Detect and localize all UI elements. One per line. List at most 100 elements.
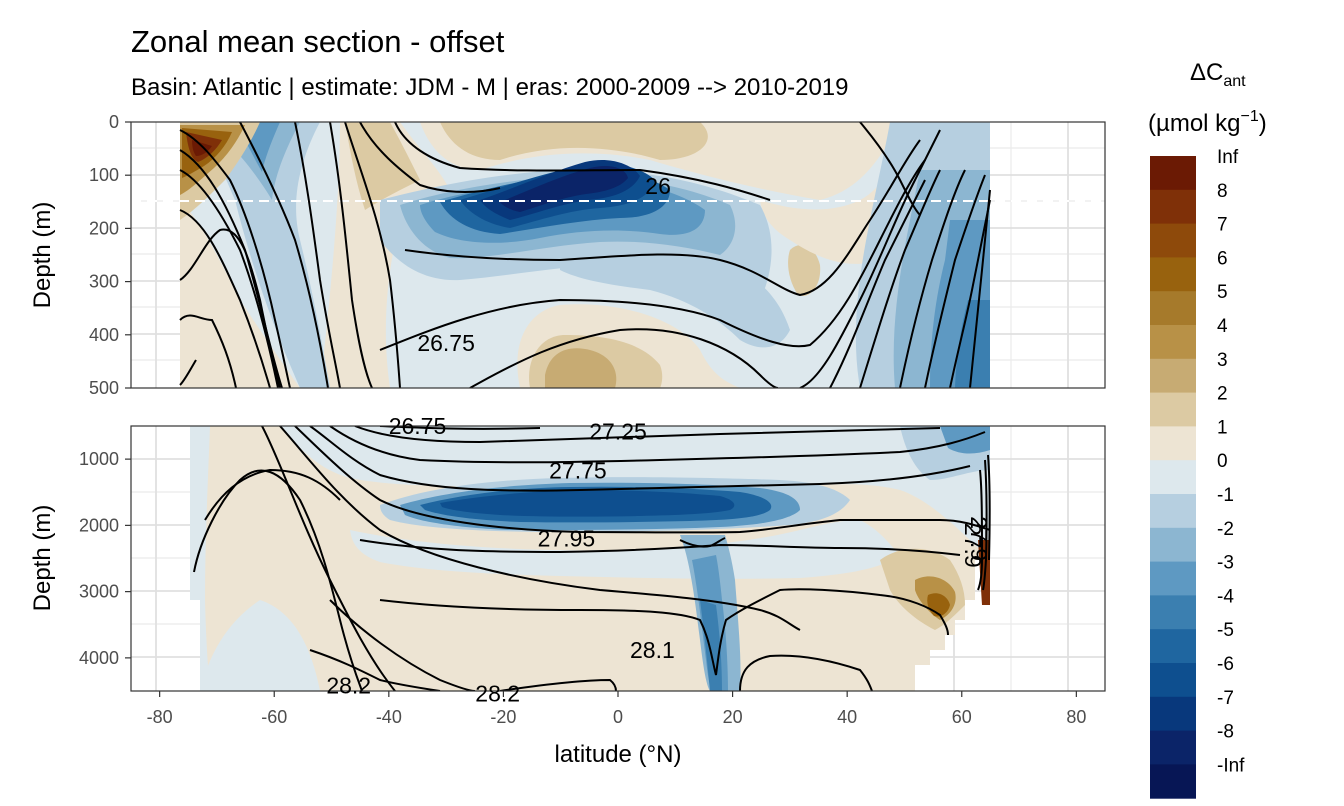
lower-field-blue-band-4 (440, 490, 735, 517)
contour-line (499, 678, 617, 691)
contour-label: 26.75 (389, 413, 447, 439)
legend-label: 2 (1217, 384, 1228, 405)
x-tick-label: -40 (376, 707, 402, 727)
upper-field-brown-corner-5 (192, 140, 212, 156)
x-tick-label: -60 (261, 707, 287, 727)
y-tick-label: 2000 (79, 515, 119, 535)
contour-line (239, 122, 329, 388)
upper-contours (179, 122, 991, 388)
legend-title-main: ΔC (1190, 59, 1223, 86)
legend-title: ΔCant (1190, 59, 1246, 90)
contour-line (859, 169, 941, 388)
contour-line (799, 129, 941, 388)
legend-label: -6 (1217, 654, 1234, 675)
x-tick-label: -20 (490, 707, 516, 727)
legend-label: -5 (1217, 620, 1234, 641)
contour-label: 26 (645, 173, 671, 199)
legend-color-swatch (1150, 291, 1196, 326)
contour-line (379, 426, 541, 430)
contour-line (982, 459, 988, 591)
legend-color-swatch (1150, 663, 1196, 698)
legend-units: (µmol kg−1) (1148, 108, 1267, 137)
upper-panel-border (130, 121, 1106, 389)
legend-units-pre: (µmol kg (1148, 110, 1241, 137)
chart-subtitle: Basin: Atlantic | estimate: JDM - M | er… (131, 74, 849, 101)
contour-line (329, 426, 986, 464)
legend-label: -Inf (1217, 755, 1245, 776)
contour-line (949, 199, 991, 388)
legend-color-swatch (1150, 629, 1196, 664)
legend-label: -8 (1217, 722, 1234, 743)
contour-line (924, 174, 986, 388)
contour-line (179, 169, 279, 388)
legend-label: -4 (1217, 586, 1234, 607)
contour-label: 26.75 (417, 330, 475, 356)
lower-field-pale-blue-west (200, 600, 320, 691)
contour-line (899, 169, 966, 388)
legend-color-swatch (1150, 460, 1196, 495)
contour-labels: 26 26.75 26.75 27.25 27.75 27.95 28.1 28.2 28.2 2… (326, 173, 992, 707)
contour-label: 27.25 (589, 418, 647, 444)
contour-line (394, 122, 771, 201)
y-axis-upper: 0 100 200 300 400 500 (89, 112, 131, 398)
contour-label: 28.2 (326, 673, 371, 699)
legend-label: 1 (1217, 417, 1228, 438)
contour-label: 27.9 (966, 516, 992, 561)
contour-line (279, 426, 801, 631)
y-tick-label: 1000 (79, 449, 119, 469)
legend-label: -3 (1217, 553, 1234, 574)
y-tick-label: 100 (89, 165, 119, 185)
contour-line (859, 122, 921, 216)
y-tick-label: 200 (89, 218, 119, 238)
contour-line (329, 599, 476, 691)
legend-color-swatch (1150, 189, 1196, 225)
upper-field (131, 122, 1105, 388)
legend-color-swatch (1150, 223, 1196, 258)
legend-label: Inf (1217, 147, 1239, 168)
legend-units-sup: −1 (1241, 108, 1259, 125)
contour-label: 28.1 (630, 637, 675, 663)
upper-panel (130, 121, 1106, 389)
legend-color-swatch (1150, 257, 1196, 292)
contour-line (309, 649, 441, 691)
y-axis-lower: 1000 2000 3000 4000 (79, 449, 131, 668)
y-tick-label: 3000 (79, 582, 119, 602)
contour-line (379, 159, 926, 351)
contour-line (261, 426, 396, 691)
contour-line (179, 314, 237, 388)
legend-label: -7 (1217, 688, 1234, 709)
legend-color-swatch (1150, 561, 1196, 596)
y-tick-label: 0 (109, 112, 119, 132)
x-tick-label: -80 (147, 707, 173, 727)
y-tick-label: 400 (89, 325, 119, 345)
contour-line (359, 122, 501, 193)
lower-field (180, 426, 991, 691)
contour-line (179, 359, 197, 386)
contour-line (193, 469, 363, 691)
legend-label: -2 (1217, 519, 1234, 540)
contour-line (404, 139, 921, 297)
x-tick-label: 20 (723, 707, 743, 727)
legend-label: 5 (1217, 282, 1228, 303)
lower-field-pale-blue-top (260, 426, 990, 560)
legend-color-swatch (1150, 696, 1196, 732)
legend-labels: Inf 8 7 6 5 4 3 2 1 0 -1 -2 -3 -4 -5 -6 -7 -8 -Inf (1217, 147, 1245, 776)
lower-panel (130, 425, 1106, 692)
contour-line (329, 122, 373, 388)
upper-field-blue-ridge (560, 253, 790, 348)
upper-field-blue-east-4 (955, 300, 990, 388)
contour-line (987, 454, 991, 561)
x-axis: -80 -60 -40 -20 0 20 40 60 80 (147, 691, 1086, 727)
x-tick-label: 0 (613, 707, 623, 727)
contour-label: 27.75 (549, 457, 607, 483)
x-tick-label: 60 (952, 707, 972, 727)
legend-color-swatch (1150, 527, 1196, 563)
y-tick-label: 500 (89, 378, 119, 398)
contour-line (179, 209, 271, 388)
contour-line (977, 469, 984, 591)
contour-line (679, 537, 726, 548)
x-tick-label: 80 (1066, 707, 1086, 727)
contour-label: 27.95 (538, 526, 596, 552)
contour-line (354, 426, 941, 444)
